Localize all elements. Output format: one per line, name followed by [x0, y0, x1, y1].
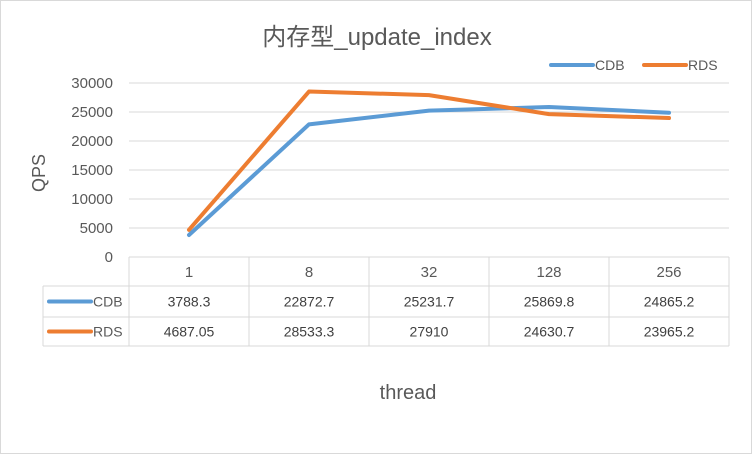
table-series-name: RDS — [93, 324, 123, 340]
data-label: 22872.7 — [284, 294, 335, 310]
series-line — [187, 104, 671, 238]
x-tick-label: 256 — [656, 264, 681, 281]
data-label: 3788.3 — [168, 294, 211, 310]
series-line — [187, 89, 671, 232]
x-tick-label: 8 — [305, 264, 313, 281]
x-tick-label: 32 — [421, 264, 438, 281]
y-tick-label: 25000 — [71, 104, 113, 121]
data-label: 28533.3 — [284, 324, 335, 340]
chart-title: 内存型_update_index — [262, 24, 491, 51]
y-tick-label: 15000 — [71, 162, 113, 179]
y-tick-label: 5000 — [80, 220, 113, 237]
y-tick-label: 30000 — [71, 75, 113, 92]
data-label: 27910 — [410, 324, 449, 340]
data-label: 24865.2 — [644, 294, 695, 310]
y-axis-label: QPS — [29, 154, 49, 192]
data-label: 23965.2 — [644, 324, 695, 340]
data-label: 24630.7 — [524, 324, 575, 340]
legend-label: CDB — [595, 57, 625, 73]
y-tick-label: 0 — [105, 249, 113, 266]
y-tick-label: 20000 — [71, 133, 113, 150]
y-tick-label: 10000 — [71, 191, 113, 208]
table-series-name: CDB — [93, 294, 123, 310]
x-tick-label: 1 — [185, 264, 193, 281]
x-tick-label: 128 — [536, 264, 561, 281]
data-label: 25231.7 — [404, 294, 455, 310]
data-label: 4687.05 — [164, 324, 215, 340]
legend-label: RDS — [688, 57, 718, 73]
data-label: 25869.8 — [524, 294, 575, 310]
x-axis-label: thread — [380, 382, 437, 404]
